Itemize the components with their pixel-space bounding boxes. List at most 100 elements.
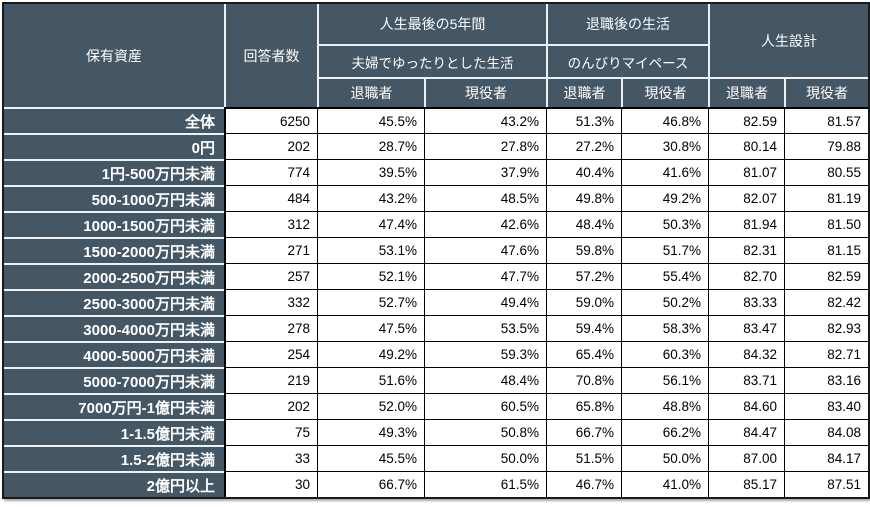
- value-cell: 66.7%: [546, 419, 621, 445]
- row-label-cell: 0円: [4, 133, 224, 159]
- respondent-count-cell: 774: [224, 159, 317, 185]
- value-cell: 81.07: [708, 159, 784, 185]
- respondent-count-cell: 278: [224, 315, 317, 341]
- value-cell: 82.31: [708, 237, 784, 263]
- value-cell: 61.5%: [424, 471, 546, 497]
- table-row: 2000-2500万円未満 257 52.1% 47.7% 57.2% 55.4% 82.7…: [4, 263, 868, 289]
- value-cell: 51.5%: [546, 445, 621, 471]
- header-subcol-active-1: 現役者: [424, 77, 546, 107]
- value-cell: 27.2%: [546, 133, 621, 159]
- header-respondents: 回答者数: [224, 4, 317, 107]
- value-cell: 59.4%: [546, 315, 621, 341]
- value-cell: 27.8%: [424, 133, 546, 159]
- value-cell: 83.47: [708, 315, 784, 341]
- value-cell: 47.6%: [424, 237, 546, 263]
- value-cell: 59.3%: [424, 341, 546, 367]
- value-cell: 85.17: [708, 471, 784, 497]
- row-label-cell: 7000万円-1億円未満: [4, 393, 224, 419]
- value-cell: 50.2%: [621, 289, 708, 315]
- value-cell: 82.59: [708, 107, 784, 133]
- respondent-count-cell: 219: [224, 367, 317, 393]
- value-cell: 46.7%: [546, 471, 621, 497]
- value-cell: 45.5%: [317, 107, 424, 133]
- respondent-count-cell: 202: [224, 393, 317, 419]
- row-label-cell: 5000-7000万円未満: [4, 367, 224, 393]
- value-cell: 84.60: [708, 393, 784, 419]
- row-label-cell: 1000-1500万円未満: [4, 211, 224, 237]
- value-cell: 59.8%: [546, 237, 621, 263]
- row-label-cell: 500-1000万円未満: [4, 185, 224, 211]
- value-cell: 45.5%: [317, 445, 424, 471]
- value-cell: 39.5%: [317, 159, 424, 185]
- respondent-count-cell: 202: [224, 133, 317, 159]
- header-subcol-active-3: 現役者: [784, 77, 868, 107]
- value-cell: 52.7%: [317, 289, 424, 315]
- value-cell: 48.4%: [424, 367, 546, 393]
- value-cell: 49.4%: [424, 289, 546, 315]
- value-cell: 60.3%: [621, 341, 708, 367]
- row-label-cell: 1.5-2億円未満: [4, 445, 224, 471]
- value-cell: 48.4%: [546, 211, 621, 237]
- row-label-cell: 全体: [4, 107, 224, 133]
- value-cell: 52.1%: [317, 263, 424, 289]
- respondent-count-cell: 271: [224, 237, 317, 263]
- value-cell: 82.42: [784, 289, 868, 315]
- header-group-last5years: 人生最後の5年間: [317, 4, 546, 44]
- value-cell: 83.16: [784, 367, 868, 393]
- value-cell: 47.7%: [424, 263, 546, 289]
- respondent-count-cell: 484: [224, 185, 317, 211]
- value-cell: 82.70: [708, 263, 784, 289]
- table-row: 1-1.5億円未満 75 49.3% 50.8% 66.7% 66.2% 84.47 84.0…: [4, 419, 868, 445]
- value-cell: 50.0%: [621, 445, 708, 471]
- respondent-count-cell: 332: [224, 289, 317, 315]
- value-cell: 50.3%: [621, 211, 708, 237]
- table-row: 2億円以上 30 66.7% 61.5% 46.7% 41.0% 85.17 87.51: [4, 471, 868, 497]
- value-cell: 80.14: [708, 133, 784, 159]
- header-subtitle-couple-life: 夫婦でゆったりとした生活: [317, 44, 546, 77]
- value-cell: 82.71: [784, 341, 868, 367]
- value-cell: 47.5%: [317, 315, 424, 341]
- value-cell: 56.1%: [621, 367, 708, 393]
- value-cell: 83.33: [708, 289, 784, 315]
- value-cell: 50.0%: [424, 445, 546, 471]
- table-row: 1円-500万円未満 774 39.5% 37.9% 40.4% 41.6% 81.07 80…: [4, 159, 868, 185]
- table-row: 0円 202 28.7% 27.8% 27.2% 30.8% 80.14 79.88: [4, 133, 868, 159]
- header-row-subcols: 退職者 現役者 退職者 現役者 退職者 現役者: [4, 77, 868, 107]
- respondent-count-cell: 75: [224, 419, 317, 445]
- value-cell: 28.7%: [317, 133, 424, 159]
- row-label-cell: 2000-2500万円未満: [4, 263, 224, 289]
- value-cell: 87.51: [784, 471, 868, 497]
- value-cell: 83.40: [784, 393, 868, 419]
- value-cell: 48.5%: [424, 185, 546, 211]
- row-label-cell: 2500-3000万円未満: [4, 289, 224, 315]
- header-assets: 保有資産: [4, 4, 224, 107]
- row-label-cell: 1円-500万円未満: [4, 159, 224, 185]
- value-cell: 81.19: [784, 185, 868, 211]
- value-cell: 58.3%: [621, 315, 708, 341]
- value-cell: 46.8%: [621, 107, 708, 133]
- value-cell: 84.32: [708, 341, 784, 367]
- value-cell: 87.00: [708, 445, 784, 471]
- header-subcol-active-2: 現役者: [621, 77, 708, 107]
- value-cell: 49.8%: [546, 185, 621, 211]
- table-row: 500-1000万円未満 484 43.2% 48.5% 49.8% 49.2% 82.07…: [4, 185, 868, 211]
- header-row-subtitles: 夫婦でゆったりとした生活 のんびりマイペース: [4, 44, 868, 77]
- value-cell: 81.57: [784, 107, 868, 133]
- value-cell: 49.2%: [317, 341, 424, 367]
- value-cell: 51.6%: [317, 367, 424, 393]
- value-cell: 50.8%: [424, 419, 546, 445]
- respondent-count-cell: 254: [224, 341, 317, 367]
- value-cell: 70.8%: [546, 367, 621, 393]
- asset-survey-table: 保有資産 回答者数 人生最後の5年間 退職後の生活 人生設計 夫婦でゆったりとし…: [2, 2, 870, 499]
- value-cell: 41.6%: [621, 159, 708, 185]
- value-cell: 43.2%: [317, 185, 424, 211]
- header-row-groups: 保有資産 回答者数 人生最後の5年間 退職後の生活 人生設計: [4, 4, 868, 107]
- header-subcol-retired-3: 退職者: [708, 77, 784, 107]
- respondent-count-cell: 33: [224, 445, 317, 471]
- respondent-count-cell: 257: [224, 263, 317, 289]
- header-group-life-plan: 人生設計: [708, 4, 868, 77]
- table-row: 4000-5000万円未満 254 49.2% 59.3% 65.4% 60.3% 84.3…: [4, 341, 868, 367]
- value-cell: 51.3%: [546, 107, 621, 133]
- value-cell: 84.08: [784, 419, 868, 445]
